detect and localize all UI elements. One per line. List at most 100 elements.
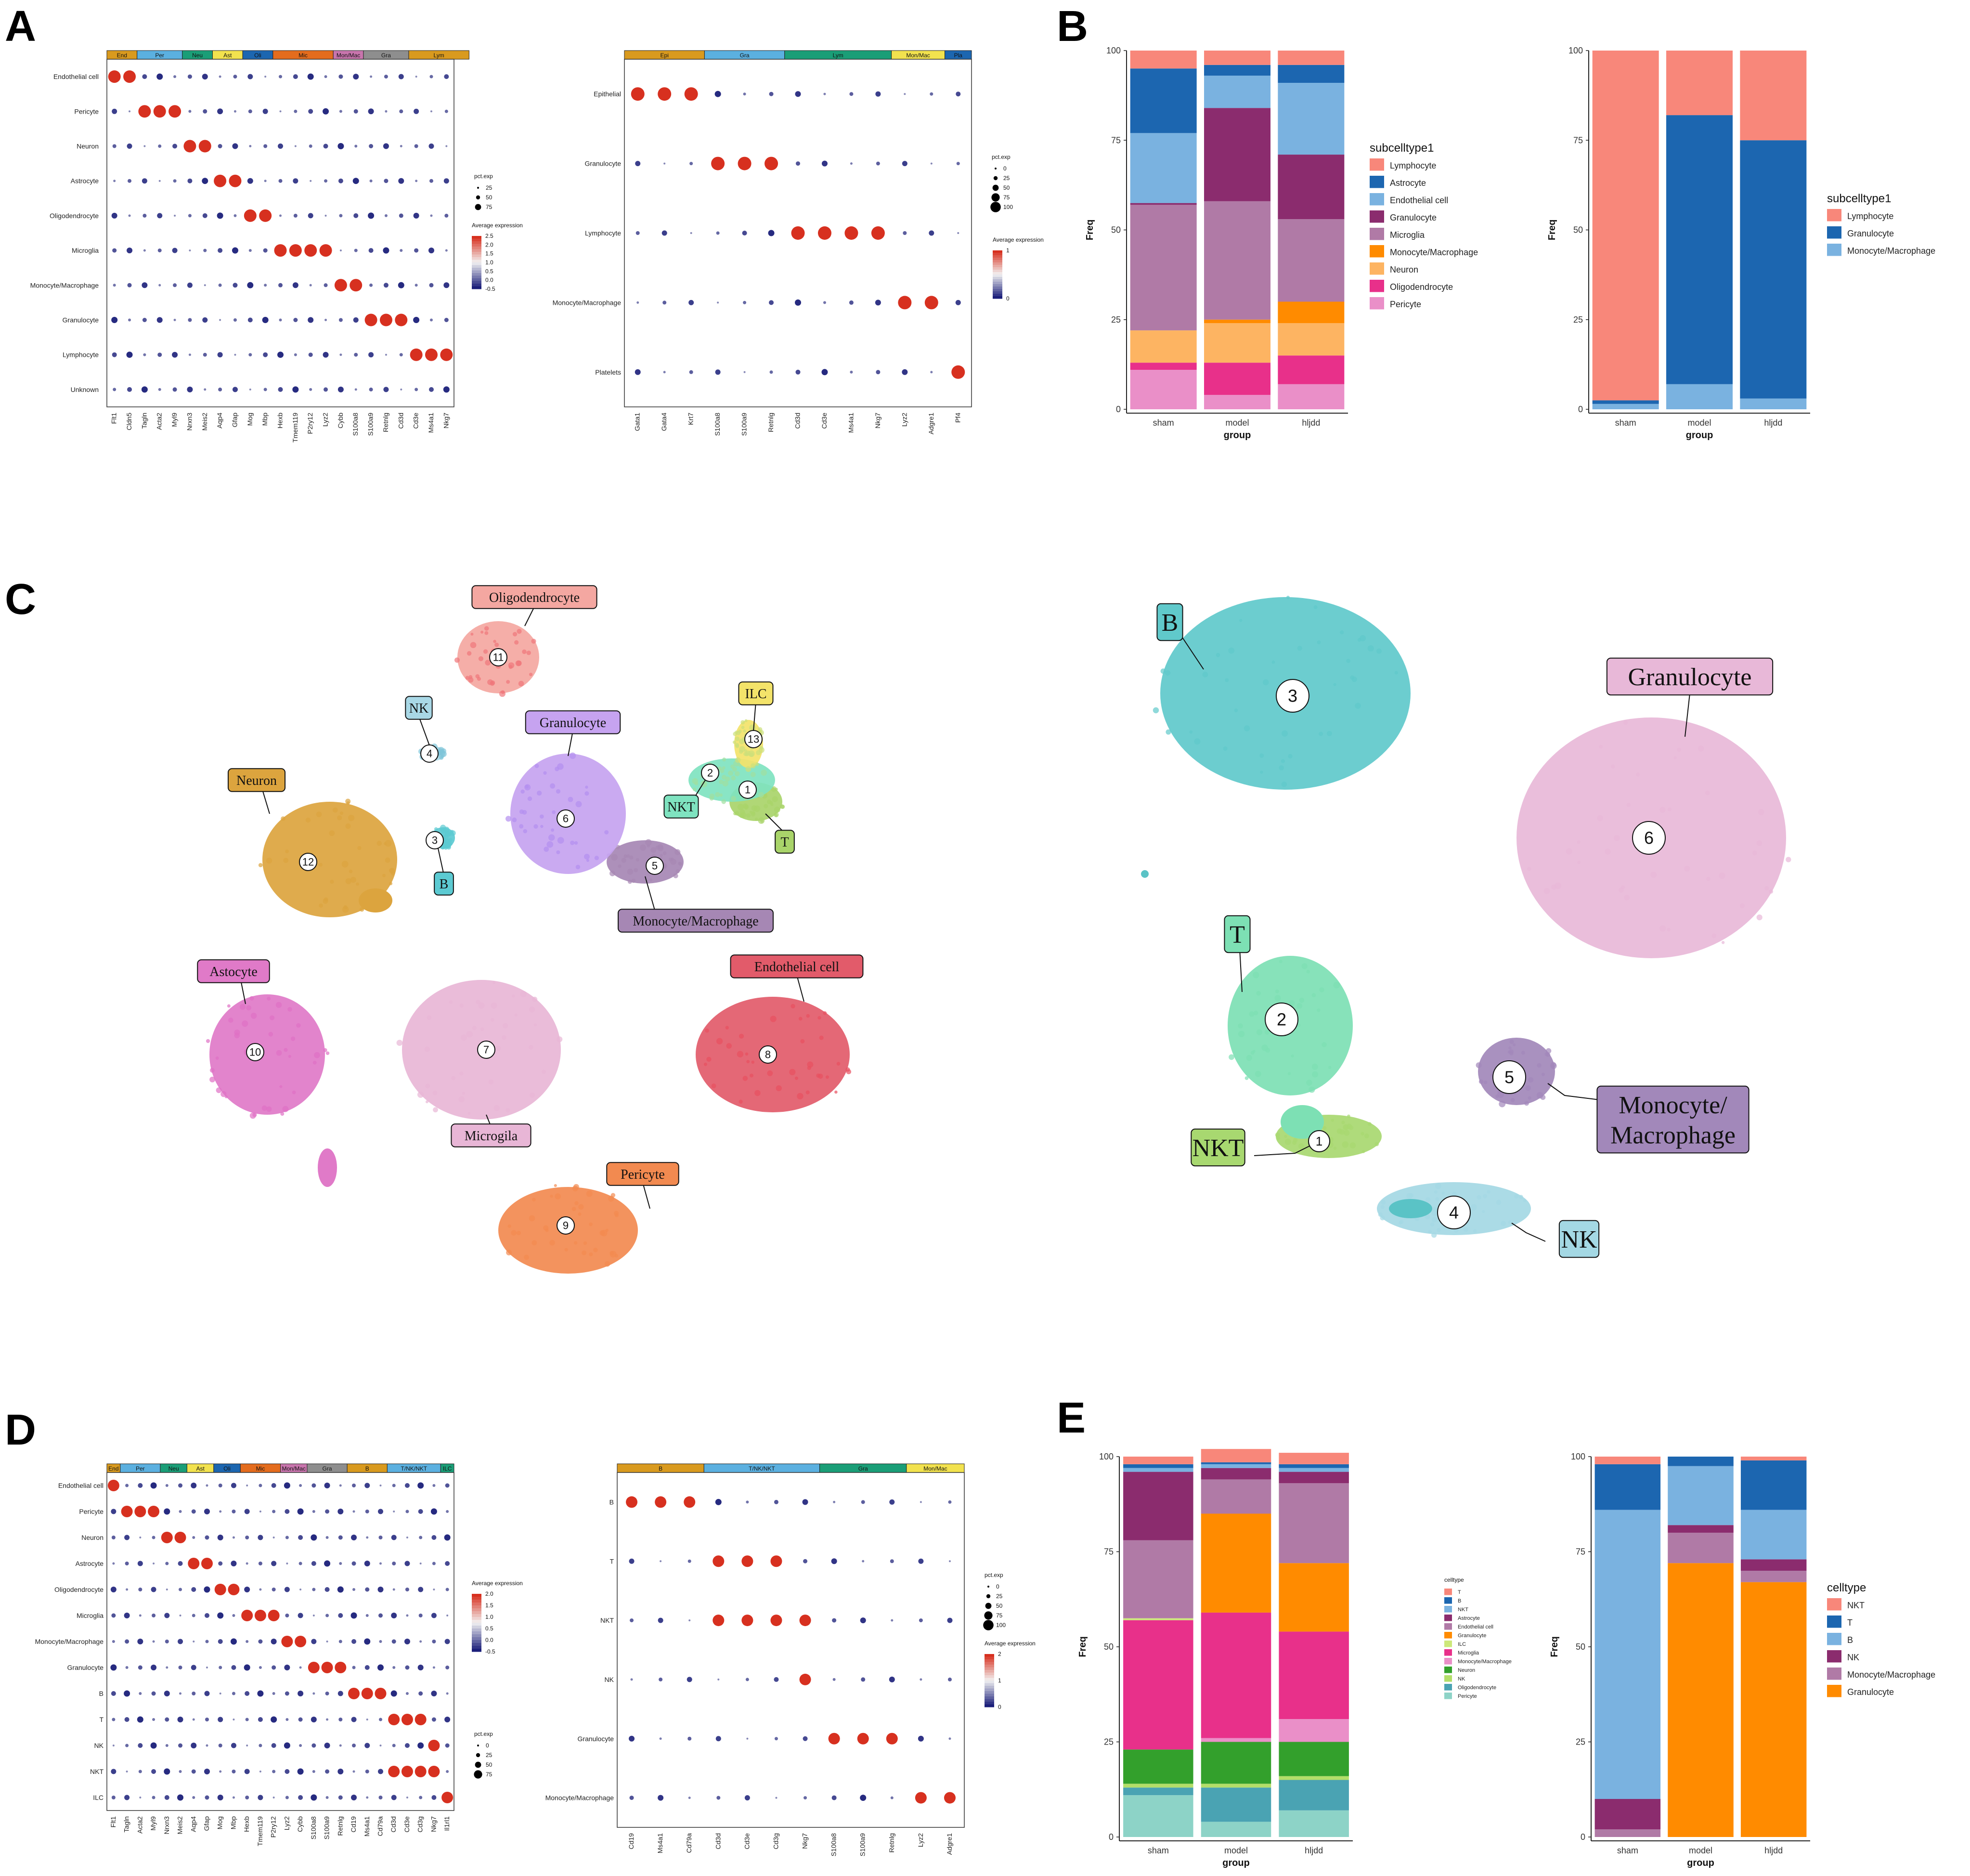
dot: [148, 1506, 160, 1517]
gene-label: Retnlg: [888, 1833, 895, 1852]
size-legend-label: 100: [996, 1622, 1006, 1628]
legend-swatch: [1827, 1633, 1841, 1645]
dot: [311, 1743, 316, 1748]
group-band-label: T/NK/NKT: [749, 1465, 775, 1472]
cluster-point: [390, 871, 395, 876]
cluster-number: 3: [1288, 686, 1297, 706]
cluster-point: [1478, 1079, 1484, 1084]
legend-label: Oligodendrocyte: [1390, 282, 1453, 292]
panel-letter-c: C: [5, 575, 36, 624]
dot: [179, 1588, 182, 1591]
cluster-point: [737, 804, 744, 810]
cluster-point: [735, 811, 739, 816]
cluster-point: [507, 1224, 511, 1228]
dot: [743, 371, 746, 373]
cluster-point: [493, 639, 496, 643]
dot: [153, 1563, 155, 1564]
dot: [419, 1536, 423, 1539]
cluster-point: [1706, 877, 1711, 881]
dot: [364, 1561, 370, 1566]
color-legend-label: 2.5: [485, 233, 493, 239]
color-legend-label: 1: [1006, 247, 1010, 254]
dot: [795, 299, 801, 306]
group-band-label: Oli: [254, 52, 261, 59]
dot: [918, 1735, 924, 1742]
dot: [741, 1615, 753, 1627]
y-tick-label: 0: [1578, 404, 1583, 414]
cluster-number-circle: [739, 781, 757, 799]
cluster-point: [488, 1079, 494, 1085]
dot: [285, 1614, 289, 1617]
dot: [774, 1677, 779, 1682]
dot: [915, 1792, 927, 1804]
cluster-point: [425, 1100, 428, 1104]
cluster-point: [350, 876, 356, 883]
cluster-point: [239, 1003, 246, 1010]
y-axis-title: Freq: [1549, 1636, 1560, 1657]
cluster-point: [703, 1062, 707, 1066]
color-legend-cell: [472, 268, 481, 271]
dot: [661, 230, 667, 236]
cluster-point: [339, 811, 344, 815]
color-legend-cell: [985, 1681, 994, 1683]
dot: [377, 1664, 384, 1671]
dot: [241, 1610, 253, 1621]
dot: [293, 74, 298, 79]
color-legend-cell: [993, 279, 1002, 282]
cluster-point: [545, 1228, 549, 1232]
cluster-point: [288, 1055, 291, 1058]
dot: [179, 1692, 182, 1695]
dot: [245, 1718, 249, 1721]
cluster-label-box: [471, 585, 597, 609]
legend-label: Granulocyte: [1847, 229, 1894, 238]
leader-line: [1254, 1146, 1310, 1156]
cluster-point: [448, 838, 453, 842]
dot: [337, 1769, 344, 1774]
bar-segment: [1740, 1582, 1807, 1837]
cluster-point: [674, 849, 681, 855]
dot: [177, 1717, 183, 1722]
cluster-point: [1360, 635, 1366, 641]
gene-label: Aqp4: [216, 413, 223, 429]
cluster-point: [483, 649, 488, 654]
bar-segment: [1204, 319, 1270, 324]
cluster-point: [1344, 1124, 1349, 1130]
cluster-blob: [1281, 1105, 1324, 1139]
dot: [337, 1691, 343, 1696]
dot: [158, 144, 162, 148]
dot: [353, 317, 359, 323]
dot: [419, 1796, 423, 1799]
color-legend-cell: [985, 1675, 994, 1678]
dot: [264, 180, 267, 182]
gene-label: Lyz2: [283, 1816, 290, 1830]
gene-label: Cd3e: [743, 1833, 751, 1850]
dot: [804, 1796, 807, 1800]
dot: [832, 1618, 837, 1623]
cluster-number-circle: [426, 831, 444, 849]
dot: [108, 70, 121, 83]
size-legend-dot: [991, 193, 1000, 202]
dot: [295, 1636, 307, 1647]
legend-swatch: [1370, 280, 1384, 292]
dot: [192, 1718, 195, 1721]
cluster-point: [1428, 1230, 1432, 1234]
cluster-point: [754, 817, 758, 821]
dot: [339, 110, 342, 113]
cluster-label: Microgila: [465, 1129, 518, 1144]
x-tick-label: sham: [1148, 1846, 1169, 1855]
dot: [741, 1555, 753, 1567]
bar-segment: [1668, 1466, 1734, 1525]
cluster-number-circle: [299, 853, 317, 871]
legend-swatch: [1444, 1641, 1452, 1647]
cluster-point: [819, 1035, 824, 1040]
dot: [384, 179, 389, 183]
cluster-point: [593, 1248, 598, 1252]
legend-label: B: [1847, 1635, 1853, 1645]
dot: [876, 370, 881, 375]
dot: [390, 1690, 397, 1697]
bar-segment: [1740, 1559, 1807, 1571]
cluster-point: [1160, 668, 1166, 674]
x-tick-label: sham: [1153, 418, 1174, 428]
dot: [299, 1589, 302, 1590]
cluster-point: [514, 1013, 518, 1017]
